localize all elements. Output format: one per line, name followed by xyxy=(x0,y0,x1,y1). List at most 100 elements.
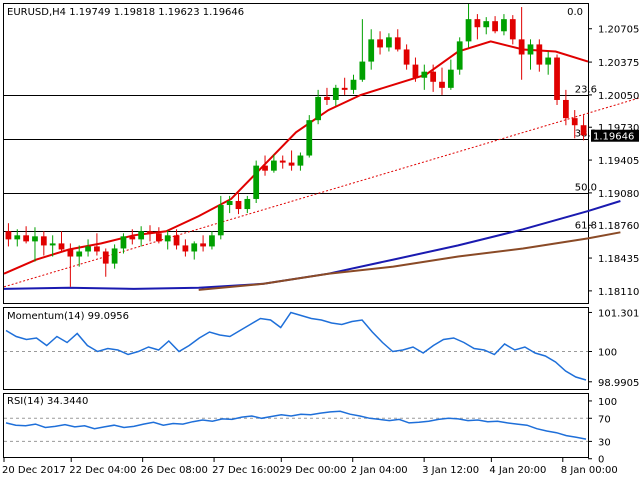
candle-body xyxy=(182,245,189,252)
candle-body xyxy=(217,205,224,236)
candle-body xyxy=(394,37,401,50)
candle xyxy=(563,89,569,126)
last-price-box[interactable]: 1.19646 xyxy=(591,129,639,143)
candle xyxy=(430,64,437,92)
price-tick-label: 1.20375 xyxy=(598,58,639,69)
time-tick-label: 26 Dec 08:00 xyxy=(141,465,208,476)
candle xyxy=(182,239,189,257)
candle xyxy=(492,16,498,34)
indicator-tick-label: 101.3016 xyxy=(598,308,640,319)
candle-body xyxy=(200,243,206,247)
candle xyxy=(94,233,100,256)
candle-body xyxy=(439,81,445,88)
price-tick-label: 1.18760 xyxy=(598,221,639,232)
candle-body xyxy=(527,44,534,55)
time-tick-label: 4 Jan 20:00 xyxy=(489,465,546,476)
candle-body xyxy=(571,118,578,126)
candle-body xyxy=(306,120,313,156)
moving-average-0 xyxy=(3,40,589,275)
candle-body xyxy=(501,19,507,32)
candle-body xyxy=(474,19,481,28)
candle xyxy=(439,67,445,95)
candle xyxy=(173,229,180,250)
candles xyxy=(5,4,587,287)
rsi-axis: 100 70 30 0 xyxy=(588,397,617,466)
candle xyxy=(120,233,127,254)
candle xyxy=(129,229,136,245)
price-tick-label: 1.20705 xyxy=(598,25,639,36)
candle xyxy=(341,77,348,95)
candle xyxy=(545,51,552,75)
candle xyxy=(571,110,578,139)
candle-body xyxy=(155,233,162,242)
candle xyxy=(447,59,454,90)
indicator-tick-label: 98.9905 xyxy=(598,378,639,389)
candle-body xyxy=(271,160,277,171)
candle-body xyxy=(341,87,348,90)
candle xyxy=(217,195,224,240)
candle-body xyxy=(456,41,463,70)
candle-body xyxy=(67,249,74,257)
candle xyxy=(253,160,260,203)
candle-body xyxy=(324,96,330,100)
price-tick-label: 1.19080 xyxy=(598,189,639,200)
candle xyxy=(58,231,65,252)
candle-body xyxy=(492,21,498,32)
candle-body xyxy=(421,71,428,78)
candle-body xyxy=(14,235,21,240)
candle xyxy=(23,226,29,244)
candle-body xyxy=(94,246,100,252)
candle xyxy=(306,115,313,158)
time-tick-label: 8 Jan 00:00 xyxy=(561,465,618,476)
symbol-info: EURUSD,H4 1.19749 1.19818 1.19623 1.1964… xyxy=(7,7,244,18)
candle-body xyxy=(226,200,233,206)
candle xyxy=(332,84,339,107)
candle-body xyxy=(359,61,366,80)
candle-body xyxy=(279,160,286,163)
candle xyxy=(49,235,56,257)
candle xyxy=(403,44,410,70)
candle-body xyxy=(465,19,472,42)
candle xyxy=(501,14,507,36)
candle-body xyxy=(386,37,392,48)
indicator-tick-label: 70 xyxy=(598,414,611,425)
candle xyxy=(155,227,162,244)
candle-body xyxy=(138,231,145,240)
candle xyxy=(324,87,330,106)
candle-body xyxy=(580,125,587,136)
time-tick-label: 22 Dec 04:00 xyxy=(69,465,136,476)
candle-body xyxy=(235,200,242,210)
rsi-reference-lines xyxy=(4,417,588,442)
candle xyxy=(76,245,83,267)
candle-body xyxy=(262,165,268,171)
candle-body xyxy=(111,248,118,264)
moving-average-2 xyxy=(198,231,621,291)
price-tick-label: 1.19405 xyxy=(598,156,639,167)
candle xyxy=(297,152,304,171)
candle-body xyxy=(509,19,516,40)
candle xyxy=(465,4,472,48)
indicator-tick-label: 100 xyxy=(598,348,617,359)
candle xyxy=(377,31,383,55)
candle xyxy=(244,195,251,214)
candle xyxy=(191,241,198,260)
candle xyxy=(580,115,587,141)
rsi-pane-frame xyxy=(3,393,589,458)
candle xyxy=(164,230,171,250)
candle-body xyxy=(368,39,375,62)
trend-line-dotted xyxy=(3,97,640,288)
candle xyxy=(147,225,153,242)
indicator-tick-label: 30 xyxy=(598,437,611,448)
candle-body xyxy=(403,49,410,65)
candle xyxy=(5,223,12,247)
candle-body xyxy=(297,155,304,166)
candle xyxy=(111,244,118,269)
price-tick-label: 1.18435 xyxy=(598,254,639,265)
time-axis: 20 Dec 2017 22 Dec 04:00 26 Dec 08:00 27 De… xyxy=(2,457,618,476)
candle xyxy=(209,231,215,250)
candle xyxy=(483,17,490,35)
candle xyxy=(40,231,47,256)
time-tick-label: 29 Dec 00:00 xyxy=(279,465,346,476)
candle xyxy=(138,226,145,247)
